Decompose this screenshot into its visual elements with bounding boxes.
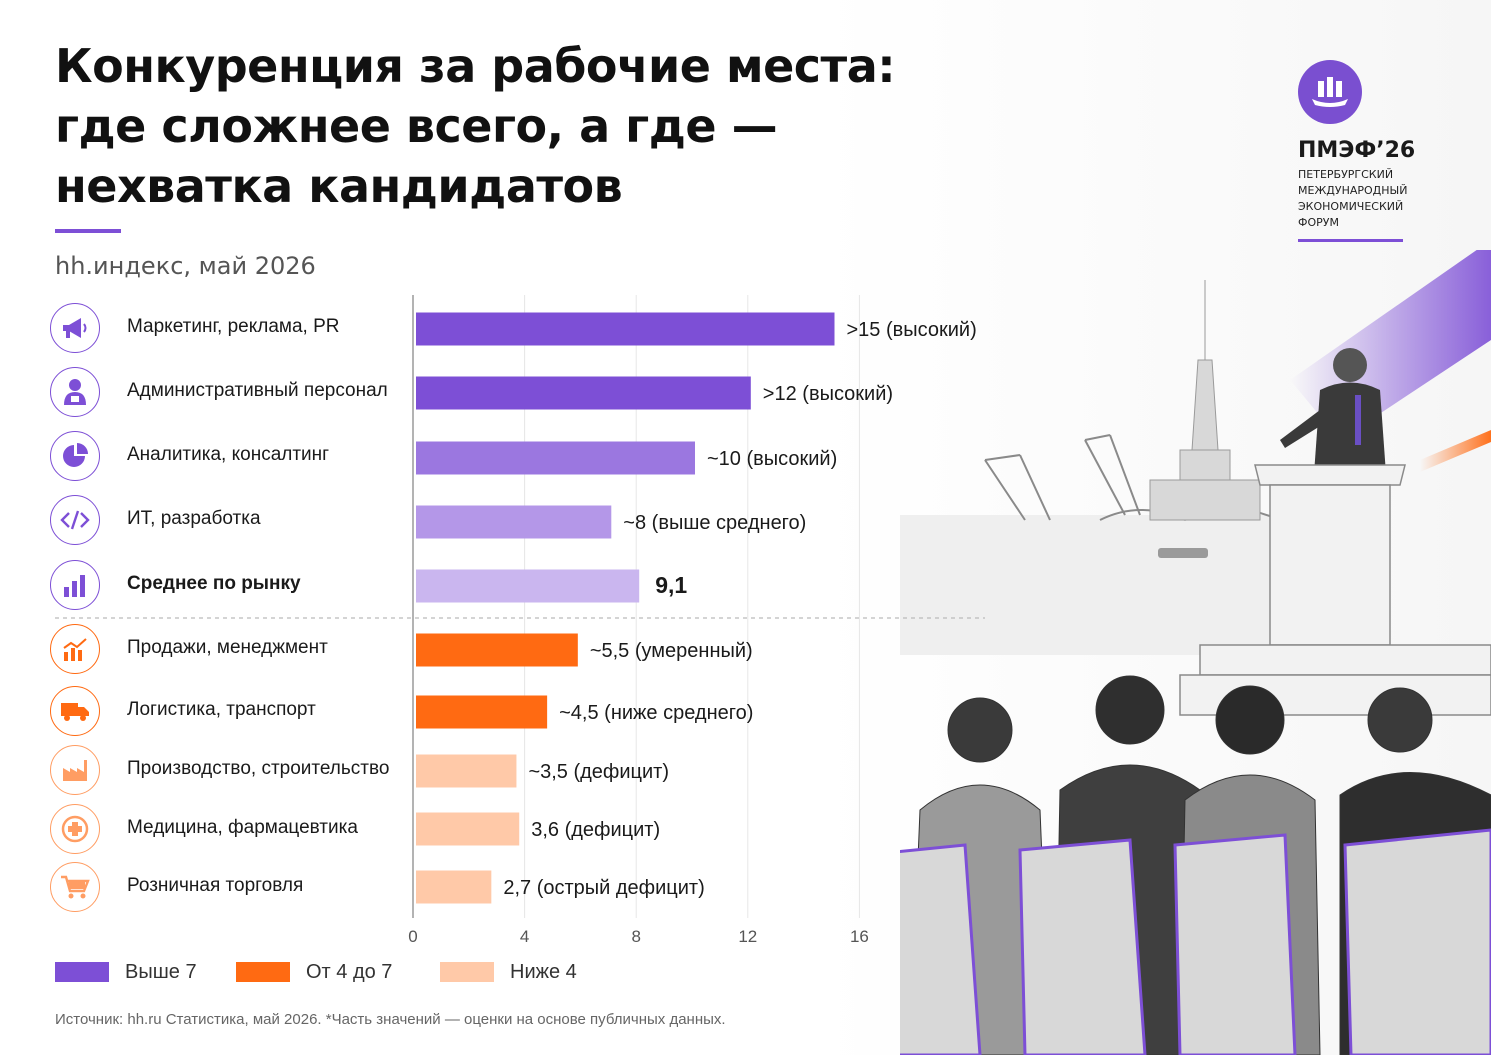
title-accent-line	[55, 229, 121, 233]
category-label: Розничная торговля	[127, 875, 304, 896]
data-label: >12 (высокий)	[763, 383, 893, 405]
legend-label: Ниже 4	[510, 961, 577, 983]
bar	[416, 441, 695, 475]
code-icon	[50, 495, 100, 545]
subtitle: hh.индекс, май 2026	[55, 252, 316, 280]
legend-swatch	[55, 962, 109, 982]
boat	[1158, 548, 1208, 558]
title-line: Конкуренция за рабочие места:	[55, 39, 896, 93]
data-label: 9,1	[655, 572, 687, 598]
bar	[416, 312, 835, 346]
data-label: ~10 (высокий)	[707, 448, 837, 470]
page-title: Конкуренция за рабочие места: где сложне…	[55, 36, 955, 216]
title-line: где сложнее всего, а где —	[55, 99, 778, 153]
category-label: Медицина, фармацевтика	[127, 817, 358, 838]
person-badge-icon	[50, 367, 100, 417]
forum-logo: ПМЭФ’26 ПЕТЕРБУРГСКИЙ МЕЖДУНАРОДНЫЙ ЭКОН…	[1298, 60, 1468, 242]
chairs	[900, 828, 1491, 1055]
data-label: ~4,5 (ниже среднего)	[559, 702, 753, 724]
factory-icon	[50, 745, 100, 795]
bar	[416, 754, 517, 788]
logo-desc-line: ЭКОНОМИЧЕСКИЙ	[1298, 200, 1404, 213]
legend-label: Выше 7	[125, 961, 197, 983]
bar	[416, 870, 492, 904]
shopping-cart-icon	[50, 862, 100, 912]
source-note: Источник: hh.ru Статистика, май 2026. *Ч…	[55, 1011, 726, 1028]
x-tick-label: 4	[520, 927, 529, 946]
bar-chart-icon	[50, 560, 100, 610]
data-label: 3,6 (дефицит)	[531, 819, 660, 841]
logo-desc-line: ФОРУМ	[1298, 216, 1339, 229]
data-label: ~3,5 (дефицит)	[528, 761, 669, 783]
category-label: Аналитика, консалтинг	[127, 444, 330, 465]
legend-label: От 4 до 7	[306, 961, 393, 983]
bar	[416, 569, 640, 603]
truck-icon	[50, 686, 100, 736]
bar	[416, 633, 578, 667]
x-tick-label: 16	[850, 927, 869, 946]
pie-chart-icon	[50, 431, 100, 481]
cathedral	[1149, 280, 1261, 521]
bar	[416, 695, 548, 729]
data-label: ~5,5 (умеренный)	[590, 640, 753, 662]
bar	[416, 812, 520, 846]
category-label: ИТ, разработка	[127, 508, 261, 529]
legend-swatch	[440, 962, 494, 982]
category-label: Маркетинг, реклама, PR	[127, 316, 340, 337]
bar	[416, 376, 751, 410]
ship-icon	[1298, 60, 1362, 124]
medical-cross-icon	[50, 804, 100, 854]
river	[900, 515, 1280, 655]
megaphone-icon	[50, 303, 100, 353]
category-label: Производство, строительство	[127, 758, 390, 779]
title-line: нехватка кандидатов	[55, 159, 623, 213]
x-tick-label: 0	[408, 927, 417, 946]
category-label: Административный персонал	[127, 380, 388, 401]
category-label: Среднее по рынку	[127, 573, 301, 594]
logo-description: ПЕТЕРБУРГСКИЙ МЕЖДУНАРОДНЫЙ ЭКОНОМИЧЕСКИ…	[1298, 167, 1468, 231]
logo-desc-line: МЕЖДУНАРОДНЫЙ	[1298, 184, 1408, 197]
x-tick-label: 8	[631, 927, 640, 946]
logo-name: ПМЭФ’26	[1298, 138, 1416, 163]
growth-chart-icon	[50, 624, 100, 674]
category-label: Логистика, транспорт	[127, 699, 316, 720]
bar	[416, 505, 612, 539]
data-label: 2,7 (острый дефицит)	[503, 877, 704, 899]
legend-swatch	[236, 962, 290, 982]
logo-accent-line	[1298, 239, 1403, 242]
data-label: ~8 (выше среднего)	[623, 512, 806, 534]
category-label: Продажи, менеджмент	[127, 637, 328, 658]
logo-desc-line: ПЕТЕРБУРГСКИЙ	[1298, 168, 1394, 181]
forum-illustration	[900, 250, 1491, 1055]
orange-stripe	[1420, 430, 1491, 472]
x-tick-label: 12	[738, 927, 757, 946]
